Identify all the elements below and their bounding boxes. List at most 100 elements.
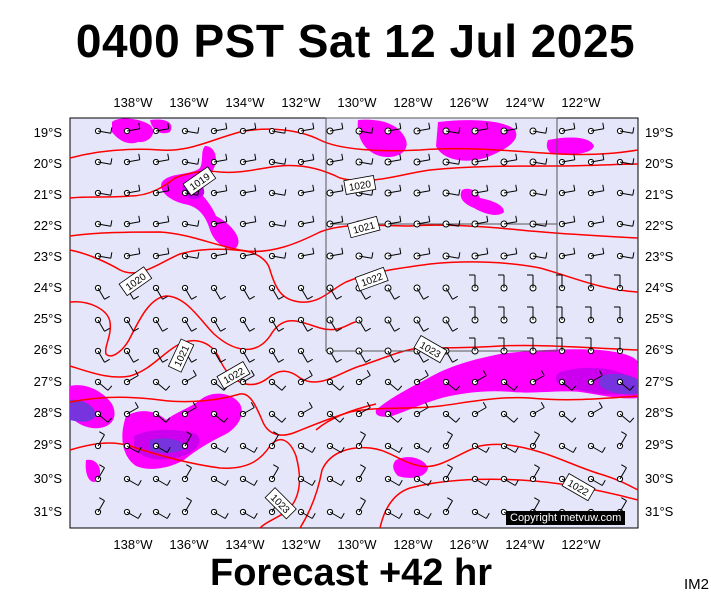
wind-barb xyxy=(239,508,258,519)
wind-barb xyxy=(94,189,113,197)
wind-barb xyxy=(413,153,431,166)
wind-barb xyxy=(500,122,518,135)
wind-barb xyxy=(529,464,540,483)
wind-barb xyxy=(529,158,548,166)
wind-barb xyxy=(587,475,606,486)
wind-barb xyxy=(123,184,141,197)
wind-barb xyxy=(614,306,624,324)
wind-barb xyxy=(355,252,374,260)
wind-barb xyxy=(527,274,537,292)
wind-barb xyxy=(181,252,200,260)
wind-barb xyxy=(616,252,635,260)
wind-barb xyxy=(210,378,229,391)
latitude-label: 30°S xyxy=(645,471,674,486)
wind-barb xyxy=(268,316,284,332)
latitude-label: 26°S xyxy=(34,342,63,357)
wind-barb xyxy=(239,247,257,260)
wind-barb xyxy=(558,410,577,423)
latitude-label: 23°S xyxy=(645,249,674,264)
longitude-label: 124°W xyxy=(505,95,545,110)
wind-barb xyxy=(587,215,605,228)
wind-barb xyxy=(556,274,566,292)
wind-barb xyxy=(442,220,461,228)
wind-barb xyxy=(94,497,105,516)
wind-barb xyxy=(297,347,313,363)
wind-barb xyxy=(268,378,287,391)
wind-barb xyxy=(152,153,170,166)
longitude-label: 130°W xyxy=(337,95,377,110)
latitude-label: 31°S xyxy=(645,504,674,519)
wind-barb xyxy=(442,158,461,166)
wind-barb xyxy=(94,127,113,135)
wind-barb xyxy=(268,284,284,300)
wind-barb xyxy=(239,370,255,386)
wind-barb xyxy=(94,252,113,260)
wind-barb xyxy=(355,347,371,363)
wind-barb xyxy=(123,508,142,519)
rain-area xyxy=(112,118,154,144)
wind-barb xyxy=(297,475,316,486)
wind-barb xyxy=(239,475,258,486)
wind-barb xyxy=(614,337,624,355)
longitude-label: 138°W xyxy=(113,95,153,110)
wind-barb xyxy=(181,431,192,450)
wind-barb xyxy=(384,347,400,363)
latitude-label: 19°S xyxy=(645,125,674,140)
wind-barb xyxy=(152,284,168,300)
wind-barb xyxy=(384,153,402,166)
wind-barb xyxy=(527,337,537,355)
isobar xyxy=(69,248,639,303)
wind-barb xyxy=(94,284,110,300)
wind-barb xyxy=(558,378,577,391)
longitude-label: 132°W xyxy=(281,537,321,552)
wind-barb xyxy=(585,337,595,355)
wind-barb xyxy=(384,475,403,486)
wind-barb xyxy=(471,153,489,166)
wind-barb xyxy=(355,497,366,516)
latitude-label: 30°S xyxy=(34,471,63,486)
wind-barb xyxy=(94,431,105,450)
wind-barb xyxy=(384,378,403,391)
wind-barb xyxy=(384,316,400,332)
wind-barb xyxy=(355,402,371,418)
wind-barb xyxy=(297,247,315,260)
isobar xyxy=(299,443,639,529)
wind-barb xyxy=(152,184,170,197)
wind-barb xyxy=(614,274,624,292)
wind-barb xyxy=(413,475,432,486)
wind-barb xyxy=(181,402,197,418)
rain-area xyxy=(546,137,594,155)
wind-barb xyxy=(181,464,192,483)
wind-barb xyxy=(471,247,489,260)
wind-barb xyxy=(529,189,548,197)
wind-barb xyxy=(94,220,113,228)
wind-barb xyxy=(442,284,458,300)
wind-barb xyxy=(210,347,226,363)
latitude-label: 22°S xyxy=(34,218,63,233)
map-title: 0400 PST Sat 12 Jul 2025 xyxy=(75,15,636,67)
wind-barb xyxy=(123,442,142,453)
wind-barb xyxy=(326,508,345,519)
longitude-label: 124°W xyxy=(505,537,545,552)
longitude-label: 122°W xyxy=(561,95,601,110)
wind-barb xyxy=(326,184,344,197)
latitude-label: 31°S xyxy=(34,504,63,519)
longitude-label: 126°W xyxy=(449,537,489,552)
wind-barb xyxy=(181,497,192,516)
wind-barb xyxy=(413,508,432,519)
isobar-label: 1021 xyxy=(346,215,381,239)
wind-barb xyxy=(268,431,279,450)
wind-barb xyxy=(181,220,200,228)
wind-barb xyxy=(268,220,287,228)
longitude-label: 128°W xyxy=(393,95,433,110)
longitude-label: 126°W xyxy=(449,95,489,110)
wind-barb xyxy=(181,127,200,135)
wind-barb xyxy=(558,153,576,166)
wind-barb xyxy=(413,215,431,228)
latitude-label: 19°S xyxy=(34,125,63,140)
wind-barb xyxy=(500,442,519,453)
wind-barb xyxy=(558,184,576,197)
wind-barb xyxy=(442,410,461,423)
wind-barb xyxy=(326,378,345,391)
wind-barb xyxy=(326,316,342,332)
